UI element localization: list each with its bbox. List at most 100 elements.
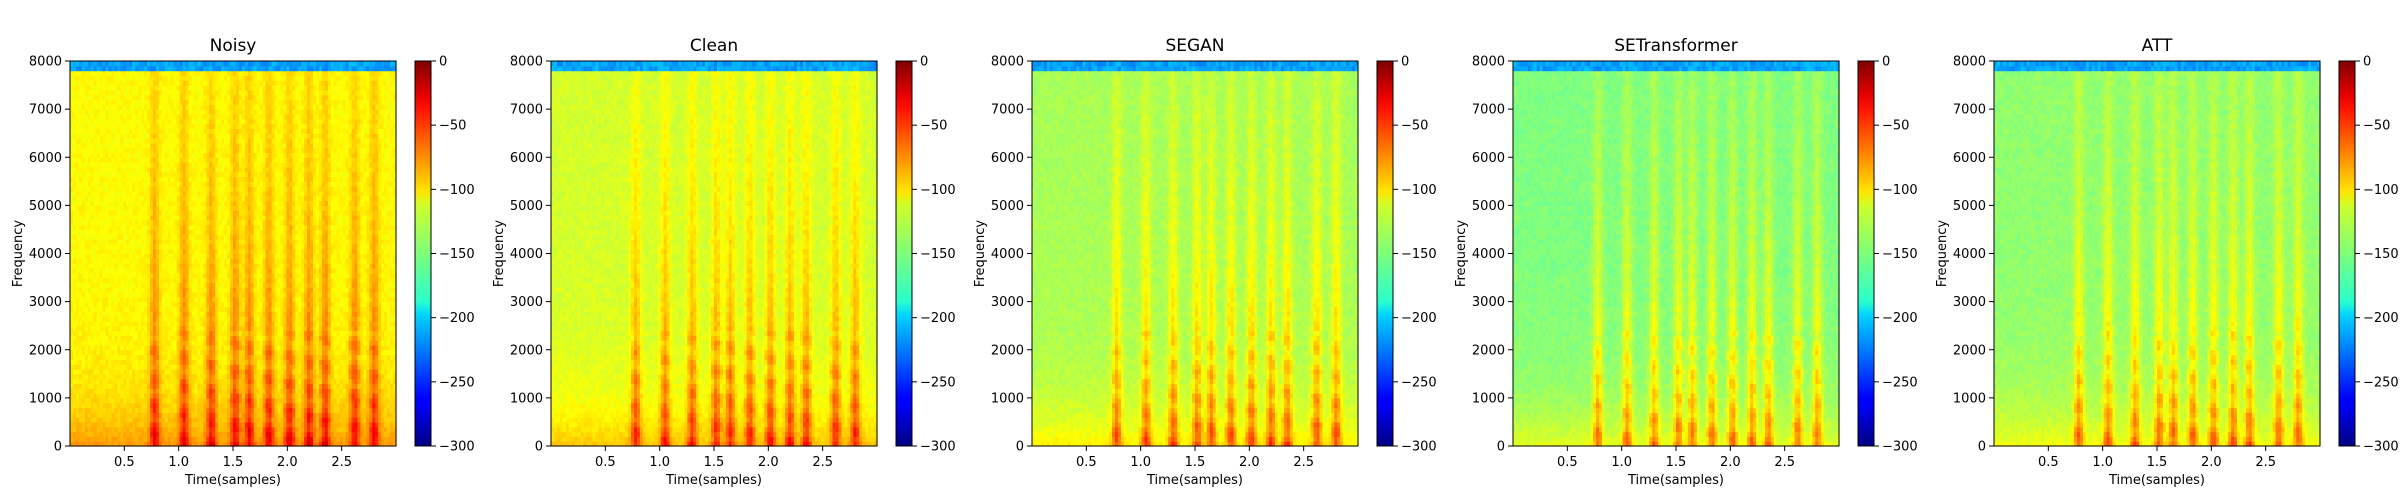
y-tick-label: 2000	[29, 343, 62, 358]
colorbar	[414, 60, 432, 447]
x-tick-label: 1.5	[223, 455, 244, 470]
colorbar	[1857, 60, 1875, 447]
y-tick-label: 8000	[1953, 55, 1986, 70]
y-tick-label: 4000	[1472, 247, 1505, 262]
x-tick-label: 1.5	[1666, 455, 1687, 470]
colorbar-tick-label: −100	[439, 183, 475, 198]
spectrogram-heatmap	[1994, 61, 2321, 447]
y-tick-label: 6000	[510, 151, 543, 166]
colorbar-tick-label: −300	[1401, 440, 1437, 455]
x-tick-label: 1.5	[1185, 455, 1206, 470]
spectrogram-panel: Clean 0.5 1.0 1.5 2.0 2.5 0 1000 2000 3000 4000 500…	[492, 36, 956, 488]
y-tick-label: 1000	[1472, 391, 1505, 406]
spectrogram-heatmap	[70, 61, 397, 447]
y-tick-label: 0	[1497, 440, 1505, 455]
chart-title: ATT	[2142, 36, 2173, 56]
x-axis-label: Time(samples)	[1146, 473, 1243, 488]
y-tick-label: 4000	[991, 247, 1024, 262]
colorbar-tick-label: −200	[2363, 311, 2399, 326]
chart-title: SETransformer	[1614, 36, 1738, 56]
x-tick-label: 1.5	[704, 455, 725, 470]
colorbar-tick-label: −300	[1882, 440, 1918, 455]
y-tick-label: 7000	[1472, 103, 1505, 118]
colorbar-tick-label: −100	[1401, 183, 1437, 198]
chart-title: Clean	[690, 36, 738, 56]
y-tick-label: 0	[1016, 440, 1024, 455]
x-tick-label: 2.0	[758, 455, 779, 470]
x-tick-label: 2.5	[812, 455, 833, 470]
colorbar-tick-label: −250	[1882, 375, 1918, 390]
y-tick-label: 0	[54, 440, 62, 455]
y-axis-label: Frequency	[11, 220, 26, 287]
colorbar-tick-label: −250	[920, 375, 956, 390]
y-tick-label: 2000	[1953, 343, 1986, 358]
colorbar-tick-label: −300	[920, 440, 956, 455]
colorbar-tick-label: −150	[1401, 247, 1437, 262]
y-tick-label: 3000	[29, 295, 62, 310]
y-tick-label: 4000	[29, 247, 62, 262]
y-tick-label: 6000	[991, 151, 1024, 166]
colorbar-tick-label: −150	[920, 247, 956, 262]
x-tick-label: 0.5	[595, 455, 616, 470]
colorbar-tick-label: −200	[1401, 311, 1437, 326]
y-tick-label: 1000	[510, 391, 543, 406]
x-axis-label: Time(samples)	[1627, 473, 1724, 488]
x-tick-label: 2.0	[277, 455, 298, 470]
x-tick-label: 2.5	[1774, 455, 1795, 470]
colorbar-tick-label: −50	[1882, 119, 1909, 134]
y-tick-label: 3000	[1953, 295, 1986, 310]
colorbar	[2338, 60, 2356, 447]
y-tick-label: 1000	[29, 391, 62, 406]
y-tick-label: 7000	[29, 103, 62, 118]
y-tick-label: 8000	[1472, 55, 1505, 70]
y-tick-label: 8000	[510, 55, 543, 70]
y-tick-label: 1000	[1953, 391, 1986, 406]
x-tick-label: 2.0	[1239, 455, 1260, 470]
colorbar-tick-label: −250	[2363, 375, 2399, 390]
colorbar-tick-label: −250	[1401, 375, 1437, 390]
y-tick-label: 0	[1978, 440, 1986, 455]
colorbar-tick-label: −250	[439, 375, 475, 390]
colorbar	[1376, 60, 1394, 447]
x-tick-label: 0.5	[1076, 455, 1097, 470]
x-tick-label: 0.5	[2038, 455, 2059, 470]
colorbar-tick-label: −200	[439, 311, 475, 326]
colorbar-tick-label: 0	[1882, 55, 1890, 70]
x-tick-label: 0.5	[1557, 455, 1578, 470]
colorbar-tick-label: −150	[1882, 247, 1918, 262]
y-tick-label: 5000	[1472, 199, 1505, 214]
y-tick-label: 3000	[510, 295, 543, 310]
spectrogram-heatmap	[1032, 61, 1359, 447]
y-axis-label: Frequency	[1454, 220, 1469, 287]
x-tick-label: 1.0	[1130, 455, 1151, 470]
colorbar-tick-label: −50	[2363, 119, 2390, 134]
colorbar-tick-label: −300	[2363, 440, 2399, 455]
spectrogram-panel: ATT 0.5 1.0 1.5 2.0 2.5 0 1000 2000 3000 4000 5000 6…	[1935, 36, 2399, 488]
colorbar-tick-label: −50	[920, 119, 947, 134]
y-axis-label: Frequency	[973, 220, 988, 287]
y-tick-label: 7000	[510, 103, 543, 118]
x-axis-label: Time(samples)	[184, 473, 281, 488]
y-tick-label: 8000	[29, 55, 62, 70]
x-tick-label: 2.0	[1720, 455, 1741, 470]
colorbar-tick-label: 0	[439, 55, 447, 70]
y-tick-label: 4000	[1953, 247, 1986, 262]
colorbar-tick-label: 0	[1401, 55, 1409, 70]
colorbar-tick-label: −50	[439, 119, 466, 134]
x-tick-label: 2.5	[331, 455, 352, 470]
x-axis-label: Time(samples)	[2108, 473, 2205, 488]
y-tick-label: 5000	[29, 199, 62, 214]
chart-title: SEGAN	[1165, 36, 1224, 56]
colorbar-tick-label: −200	[920, 311, 956, 326]
colorbar-tick-label: 0	[920, 55, 928, 70]
y-tick-label: 2000	[510, 343, 543, 358]
colorbar-tick-label: −150	[2363, 247, 2399, 262]
y-tick-label: 7000	[1953, 103, 1986, 118]
y-axis-label: Frequency	[492, 220, 507, 287]
y-axis-label: Frequency	[1935, 220, 1950, 287]
y-tick-label: 3000	[1472, 295, 1505, 310]
x-tick-label: 0.5	[114, 455, 135, 470]
x-tick-label: 1.0	[649, 455, 670, 470]
x-tick-label: 1.5	[2147, 455, 2168, 470]
